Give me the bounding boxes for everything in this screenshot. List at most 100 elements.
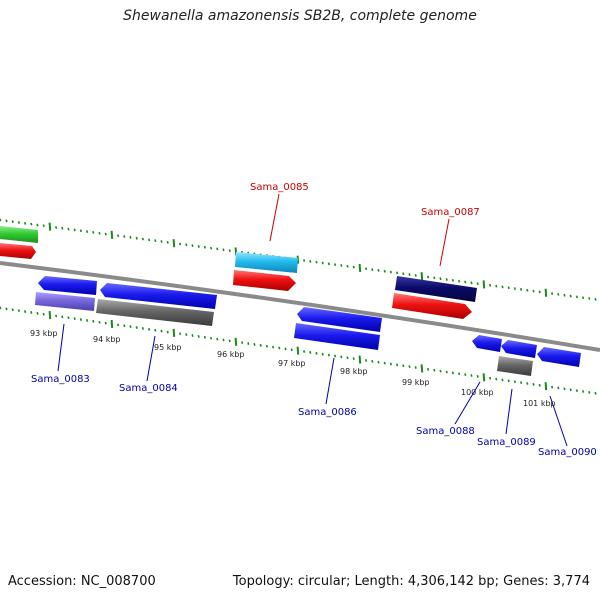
forward-minor-tick [42,224,45,228]
forward-minor-tick [36,223,39,227]
reverse-minor-tick [340,355,343,359]
gene-sama-0089-gray[interactable] [497,356,533,376]
reverse-minor-tick [588,391,591,394]
genome-backbone [0,261,600,352]
reverse-minor-tick [259,343,262,347]
gene-forward-green[interactable] [0,226,38,243]
forward-minor-tick [321,261,324,265]
forward-minor-tick [551,292,554,295]
reverse-minor-tick [42,312,45,316]
reverse-minor-tick [315,351,318,355]
reverse-minor-tick [141,327,144,330]
forward-minor-tick [79,229,82,233]
gene-sama-0086-b[interactable] [294,323,380,350]
tick-label: 100 kbp [461,388,494,397]
forward-minor-tick [61,226,64,230]
forward-minor-tick [396,271,399,275]
tick-label: 101 kbp [523,399,556,408]
gene-sama-0088[interactable] [472,335,502,352]
forward-minor-tick [327,262,330,266]
forward-minor-tick [210,246,213,250]
callout-line-0086 [325,357,335,405]
forward-minor-tick [464,280,467,284]
forward-major-tick [420,272,424,281]
gene-sama-0086-a[interactable] [297,307,382,332]
reverse-minor-tick [92,319,95,323]
forward-minor-tick [445,278,448,281]
forward-minor-tick [501,285,504,289]
reverse-minor-tick [160,329,163,333]
forward-major-tick [296,255,300,264]
reverse-minor-tick [371,359,374,363]
reverse-major-tick [544,382,548,391]
forward-minor-tick [383,269,386,273]
forward-minor-tick [588,297,591,300]
reverse-minor-tick [563,387,566,391]
reverse-minor-tick [346,356,349,360]
gene-label-sama-0084[interactable]: Sama_0084 [119,383,178,394]
forward-minor-tick [569,294,572,298]
tick-labels: 93 kbp 94 kbp 95 kbp 96 kbp 97 kbp 98 kb… [30,329,556,408]
reverse-minor-tick [67,316,70,320]
forward-minor-tick [104,232,107,236]
reverse-minor-tick [191,334,194,337]
reverse-minor-tick [272,345,275,349]
gene-sama-0084-gray[interactable] [96,299,214,326]
forward-minor-tick [414,273,417,277]
forward-major-tick [482,280,486,289]
forward-minor-tick [154,239,157,243]
forward-minor-tick [408,273,411,276]
callout-line-0085 [269,193,280,242]
forward-minor-tick [334,263,337,267]
forward-minor-tick [594,297,597,301]
gene-label-sama-0085[interactable]: Sama_0085 [250,182,309,193]
forward-minor-tick [377,269,380,272]
reverse-minor-tick [290,348,293,352]
reverse-minor-tick [216,337,219,341]
reverse-minor-tick [129,325,132,329]
forward-minor-tick [166,240,169,244]
forward-minor-tick [526,288,529,292]
tick-label: 99 kbp [402,378,430,387]
gene-sama-0085-cyan[interactable] [235,252,298,273]
gene-label-sama-0090[interactable]: Sama_0090 [538,447,597,458]
reverse-minor-tick [507,379,510,383]
forward-minor-tick [228,249,231,252]
forward-minor-tick [433,276,436,280]
reverse-minor-tick [532,383,535,386]
gene-sama-0090[interactable] [537,347,581,367]
reverse-minor-tick [210,336,213,340]
callout-line-0090 [549,395,568,447]
forward-major-tick [172,239,176,248]
gene-sama-0089-blue[interactable] [501,340,537,358]
forward-minor-tick [582,296,585,300]
tick-label: 98 kbp [340,367,368,376]
gene-label-sama-0083[interactable]: Sama_0083 [31,374,90,385]
forward-minor-tick [439,277,442,281]
tick-label: 97 kbp [278,359,306,368]
reverse-minor-tick [309,351,312,354]
reverse-minor-tick [427,367,430,371]
tick-label: 94 kbp [93,335,121,344]
reverse-minor-tick [582,390,585,393]
callout-line-0088 [454,381,481,425]
gene-sama-0087-red[interactable] [392,293,472,319]
reverse-minor-tick [433,368,436,372]
gene-label-sama-0088[interactable]: Sama_0088 [416,426,475,437]
reverse-minor-tick [489,376,492,380]
gene-sama-0084[interactable] [100,283,217,309]
reverse-minor-tick [148,327,151,331]
reverse-major-tick [234,337,238,346]
gene-label-sama-0086[interactable]: Sama_0086 [298,407,357,418]
reverse-minor-tick [98,320,101,324]
gene-sama-0087-navy[interactable] [395,276,477,302]
gene-sama-0083[interactable] [38,276,97,295]
gene-sama-0085-red[interactable] [233,270,296,291]
gene-forward-red-left[interactable] [0,243,36,259]
gene-sama-0083-lavender[interactable] [35,292,95,311]
forward-minor-tick [67,227,70,231]
gene-label-sama-0089[interactable]: Sama_0089 [477,437,536,448]
reverse-minor-tick [0,306,2,310]
forward-minor-tick [216,247,219,251]
gene-label-sama-0087[interactable]: Sama_0087 [421,207,480,218]
